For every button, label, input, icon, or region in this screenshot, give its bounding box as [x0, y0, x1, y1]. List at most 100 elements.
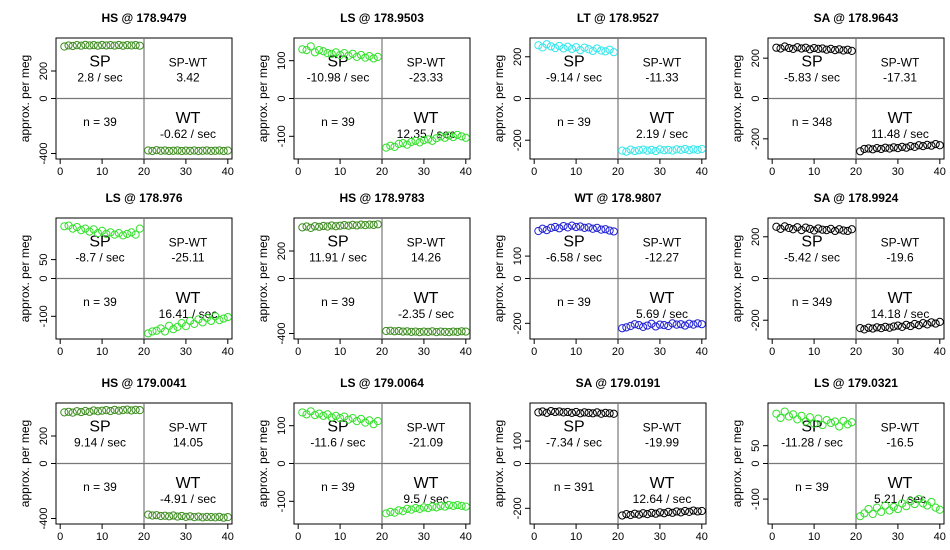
data-point [801, 417, 810, 426]
data-point [784, 412, 794, 421]
data-point [114, 406, 123, 415]
data-point [81, 40, 90, 49]
stat-n: n = 39 [83, 295, 117, 309]
data-point [651, 509, 660, 518]
data-point [444, 131, 454, 140]
data-point [797, 411, 806, 420]
label-wt: WT [650, 475, 675, 492]
data-point [85, 227, 94, 236]
data-point [407, 137, 416, 147]
data-point [110, 405, 119, 414]
data-point [847, 225, 856, 234]
data-point [436, 501, 445, 510]
data-point [672, 320, 681, 329]
stat-sp-slope: -8.7 / sec [75, 250, 124, 264]
data-point [626, 510, 635, 520]
data-point [394, 139, 403, 148]
y-tick-label: -100 [750, 488, 762, 510]
data-point [889, 502, 898, 512]
data-point [597, 225, 606, 234]
data-point [106, 406, 115, 416]
data-point [173, 146, 182, 155]
data-point [576, 46, 585, 55]
data-point [659, 146, 669, 155]
data-point [772, 222, 781, 231]
data-point [822, 226, 831, 235]
chart-title: SA @ 179.0191 [576, 376, 661, 390]
data-point [190, 513, 199, 522]
data-point [202, 313, 211, 322]
y-axis-label: approx. per meg [492, 55, 506, 142]
data-point [194, 512, 203, 521]
x-tick-label: 30 [654, 346, 666, 358]
data-point [327, 49, 336, 58]
data-point [797, 44, 806, 53]
data-point [830, 46, 840, 55]
data-point [306, 223, 315, 233]
data-point [843, 226, 852, 236]
data-point [72, 41, 82, 50]
y-tick-label: 0 [38, 460, 50, 466]
data-point [302, 222, 311, 231]
data-point [860, 144, 869, 154]
data-point [331, 222, 341, 231]
chart-panel: SA @ 178.9924 -200 0 200 0 10 20 30 40 approx. pe… [712, 180, 950, 364]
data-point [643, 146, 652, 155]
data-point [177, 146, 186, 156]
x-tick-label: 30 [892, 531, 904, 543]
data-point [588, 224, 597, 233]
y-tick-label: -100 [276, 125, 288, 147]
data-point [856, 512, 865, 521]
data-point [567, 221, 577, 230]
data-point [847, 46, 856, 56]
data-point [856, 147, 865, 156]
stat-sp-slope: -11.28 / sec [781, 435, 843, 449]
data-point [135, 41, 144, 50]
data-point [386, 507, 395, 516]
data-point [64, 41, 73, 50]
data-point [789, 225, 798, 234]
stat-wt-slope: 11.48 / sec [871, 127, 929, 141]
data-point [106, 228, 115, 237]
data-point [361, 53, 370, 62]
data-point [906, 141, 915, 151]
data-point [340, 412, 349, 421]
chart-panel: SA @ 178.9643 -200 0 200 0 10 20 30 40 approx. pe… [712, 0, 950, 184]
data-point [555, 407, 564, 416]
data-point [223, 146, 232, 155]
data-point [923, 140, 932, 149]
chart-panel: LT @ 178.9527 -200 0 200 0 10 20 30 40 approx. pe… [474, 0, 712, 184]
data-point [580, 408, 589, 417]
data-point [356, 220, 366, 229]
data-point [918, 499, 928, 508]
data-point [444, 328, 454, 337]
data-point [902, 502, 911, 511]
x-tick-label: 0 [531, 531, 537, 543]
data-point [156, 511, 165, 521]
data-point [127, 41, 136, 50]
data-point [797, 226, 806, 235]
data-point [68, 41, 77, 51]
data-point [215, 146, 224, 155]
data-point [655, 508, 665, 517]
data-point [123, 41, 132, 50]
data-point [219, 513, 228, 522]
y-tick-label: 0 [750, 95, 762, 101]
chart-panel: SA @ 179.0191 -200 0 100 0 10 20 30 40 approx. pe… [474, 365, 712, 549]
data-point [618, 146, 627, 155]
data-point [335, 414, 345, 423]
data-point [432, 328, 441, 337]
data-point [801, 223, 810, 232]
y-axis-label: approx. per meg [18, 235, 32, 322]
stat-sp-wt: -25.11 [171, 250, 204, 264]
x-tick-label: 20 [612, 531, 624, 543]
data-point [601, 408, 610, 417]
data-point [206, 316, 216, 325]
data-point [914, 141, 923, 150]
data-point [588, 409, 597, 418]
data-point [639, 145, 648, 154]
data-point [801, 43, 810, 52]
x-tick-label: 10 [570, 166, 582, 178]
data-point [910, 319, 919, 329]
y-tick-label: 0 [512, 95, 524, 101]
